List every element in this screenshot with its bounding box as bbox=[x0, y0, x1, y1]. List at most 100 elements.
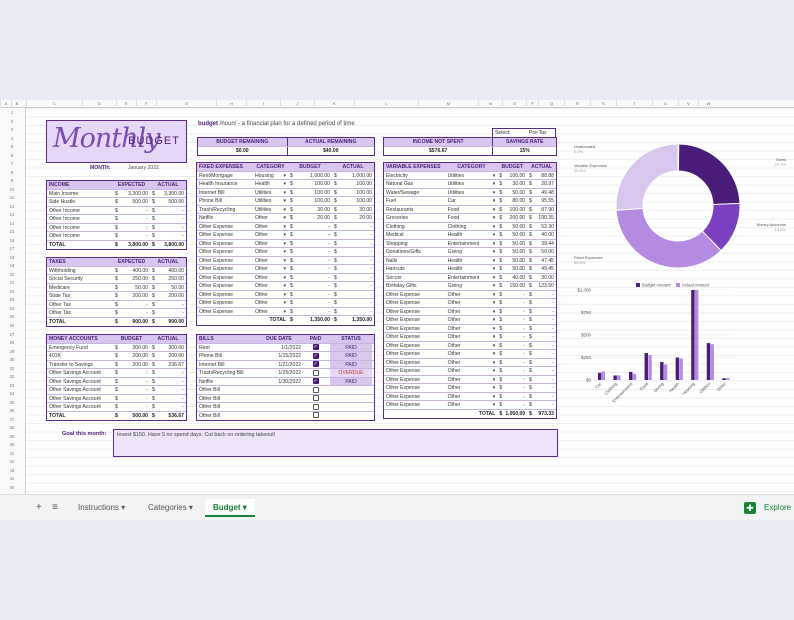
row-header[interactable]: 22 bbox=[9, 288, 15, 294]
category-dropdown[interactable]: Other ▾ bbox=[253, 248, 288, 256]
row-label[interactable]: Nails bbox=[386, 257, 398, 264]
table-row[interactable]: State Tax $200.00 $200.00 bbox=[47, 292, 186, 301]
dropdown-arrow-icon[interactable]: ▾ bbox=[492, 393, 496, 400]
taxes-table[interactable]: TAXES EXPECTED ACTUAL Withholding $400.00 $40… bbox=[46, 257, 187, 328]
row-header[interactable]: 23 bbox=[9, 297, 15, 303]
explore-button[interactable]: Explore bbox=[764, 503, 792, 512]
row-label[interactable]: Other Expense bbox=[386, 402, 420, 409]
category-dropdown[interactable]: Car ▾ bbox=[446, 197, 498, 205]
category-dropdown[interactable]: Entertainment ▾ bbox=[446, 240, 498, 248]
row-header[interactable]: 36 bbox=[9, 408, 15, 414]
due-date[interactable]: 1/25/2022 bbox=[278, 370, 301, 377]
row-header[interactable]: 24 bbox=[9, 305, 15, 311]
row-header[interactable]: 5 bbox=[10, 144, 14, 150]
dropdown-arrow-icon[interactable]: ▾ bbox=[492, 206, 496, 213]
bill-name[interactable]: Trash/Recycling Bill bbox=[199, 370, 244, 377]
dropdown-arrow-icon[interactable]: ▾ bbox=[492, 232, 496, 239]
column-header-l[interactable]: L bbox=[354, 100, 418, 108]
bill-name[interactable]: Other Bill bbox=[199, 387, 220, 394]
row-label[interactable]: Other Expense bbox=[386, 325, 420, 332]
table-row[interactable]: Donations/Gifts Giving ▾ $50.00 $50.00 bbox=[384, 248, 556, 257]
row-header[interactable]: 7 bbox=[10, 161, 14, 167]
category-dropdown[interactable]: Other ▾ bbox=[253, 257, 288, 265]
row-header[interactable]: 1 bbox=[10, 110, 14, 115]
row-label[interactable]: Other Savings Account bbox=[49, 404, 101, 411]
bill-name[interactable]: Netflix bbox=[199, 378, 214, 385]
row-label[interactable]: Other Tax bbox=[49, 301, 71, 308]
row-label[interactable]: Other Expense bbox=[199, 308, 233, 315]
table-row[interactable]: Emergency Fund $300.00 $300.00 bbox=[47, 344, 186, 353]
row-label[interactable]: Shopping bbox=[386, 240, 408, 247]
due-date[interactable]: 1/1/2022 bbox=[281, 344, 301, 351]
table-row[interactable]: Withholding $400.00 $400.00 bbox=[47, 267, 186, 276]
month-value[interactable]: January 2022 bbox=[128, 165, 159, 171]
table-row[interactable]: Other Expense Other ▾ $ - $ - bbox=[384, 384, 556, 393]
row-label[interactable]: Other Expense bbox=[199, 232, 233, 239]
due-date[interactable] bbox=[255, 395, 303, 403]
row-label[interactable]: Health Insurance bbox=[199, 181, 238, 188]
row-header[interactable]: 19 bbox=[9, 263, 15, 269]
table-row[interactable]: Other Savings Account $ - $ - bbox=[47, 403, 186, 412]
explore-icon[interactable]: ✚ bbox=[744, 502, 756, 514]
category-dropdown[interactable]: Health ▾ bbox=[446, 231, 498, 239]
bill-name[interactable]: Other Bill bbox=[199, 395, 220, 402]
row-label[interactable]: Other Income bbox=[49, 233, 80, 240]
row-label[interactable]: Other Expense bbox=[386, 291, 420, 298]
dropdown-arrow-icon[interactable]: ▾ bbox=[283, 232, 286, 239]
column-header-u[interactable]: U bbox=[652, 100, 678, 108]
row-label[interactable]: Other Savings Account bbox=[49, 387, 101, 394]
row-label[interactable]: Other Expense bbox=[386, 393, 420, 400]
column-header-p[interactable]: P bbox=[526, 100, 538, 108]
table-row[interactable]: Internet Bill 1/21/2022 ✓ PAID bbox=[197, 360, 374, 370]
category-dropdown[interactable]: Health ▾ bbox=[446, 265, 498, 273]
table-row[interactable]: Trash/Recycling Bill 1/25/2022 OVERDUE bbox=[197, 369, 374, 378]
dropdown-arrow-icon[interactable]: ▾ bbox=[283, 266, 286, 273]
row-label[interactable]: Side Hustle bbox=[49, 199, 76, 206]
table-row[interactable]: Birthday Gifts Giving ▾ $150.00 $123.50 bbox=[384, 282, 556, 291]
category-dropdown[interactable]: Other ▾ bbox=[446, 291, 498, 299]
row-header[interactable]: 28 bbox=[9, 340, 15, 346]
column-header-i[interactable]: I bbox=[246, 100, 280, 108]
category-dropdown[interactable]: Other ▾ bbox=[253, 240, 288, 248]
table-row[interactable]: Netflix Other ▾ $20.00 $20.00 bbox=[197, 214, 374, 223]
table-row[interactable]: Internet Bill Utilities ▾ $100.00 $100.00 bbox=[197, 189, 374, 198]
dropdown-arrow-icon[interactable]: ▾ bbox=[492, 172, 496, 179]
dropdown-arrow-icon[interactable]: ▾ bbox=[283, 198, 286, 205]
dropdown-arrow-icon[interactable]: ▾ bbox=[492, 325, 496, 332]
table-row[interactable]: Other Expense Other ▾ $ - $ - bbox=[384, 342, 556, 351]
row-label[interactable]: Other Income bbox=[49, 207, 80, 214]
row-label[interactable]: Other Expense bbox=[386, 300, 420, 307]
row-header[interactable]: 21 bbox=[9, 280, 15, 286]
table-row[interactable]: Trash/Recycling Utilities ▾ $30.00 $30.00 bbox=[197, 206, 374, 215]
row-label[interactable]: Natural Gas bbox=[386, 181, 414, 188]
dropdown-arrow-icon[interactable]: ▾ bbox=[492, 215, 496, 222]
money-accounts-table[interactable]: MONEY ACCOUNTS BUDGET ACTUAL Emergency Fund… bbox=[46, 334, 187, 422]
row-header[interactable]: 20 bbox=[9, 271, 15, 277]
income-table[interactable]: INCOME EXPECTED ACTUAL Main Income $3,300.00… bbox=[46, 180, 187, 251]
row-label[interactable]: Transfer to Savings bbox=[49, 361, 93, 368]
table-row[interactable]: Other Expense Other ▾ $ - $ - bbox=[384, 359, 556, 368]
paid-checkbox[interactable] bbox=[312, 386, 319, 393]
table-row[interactable]: Water/Sewage Utilities ▾ $50.00 $49.48 bbox=[384, 189, 556, 198]
table-row[interactable]: Other Savings Account $ - $ - bbox=[47, 386, 186, 395]
table-row[interactable]: Other Expense Other ▾ $ - $ - bbox=[384, 393, 556, 402]
row-header[interactable]: 26 bbox=[9, 323, 15, 328]
row-header[interactable]: 12 bbox=[9, 203, 15, 209]
row-header[interactable]: 41 bbox=[9, 450, 15, 456]
table-row[interactable]: Other Expense Other ▾ $ - $ - bbox=[197, 223, 374, 232]
table-row[interactable]: Nails Health ▾ $50.00 $47.45 bbox=[384, 257, 556, 266]
table-row[interactable]: Side Hustle $500.00 $500.00 bbox=[47, 198, 186, 207]
table-row[interactable]: Other Expense Other ▾ $ - $ - bbox=[384, 325, 556, 334]
category-dropdown[interactable]: Other ▾ bbox=[446, 350, 498, 358]
table-row[interactable]: Main Income $3,300.00 $3,300.00 bbox=[47, 190, 186, 199]
dropdown-arrow-icon[interactable]: ▾ bbox=[283, 223, 286, 230]
category-dropdown[interactable]: Other ▾ bbox=[253, 282, 288, 290]
row-label[interactable]: Other Expense bbox=[386, 385, 420, 392]
row-label[interactable]: Groceries bbox=[386, 215, 409, 222]
row-label[interactable]: 401K bbox=[49, 353, 61, 360]
category-dropdown[interactable]: Utilities ▾ bbox=[446, 189, 498, 197]
table-row[interactable]: Phone Bill Utilities ▾ $100.00 $100.00 bbox=[197, 197, 374, 206]
category-dropdown[interactable]: Health ▾ bbox=[446, 257, 498, 265]
table-row[interactable]: Other Savings Account $ - $ - bbox=[47, 378, 186, 387]
row-header[interactable]: 39 bbox=[9, 433, 15, 439]
